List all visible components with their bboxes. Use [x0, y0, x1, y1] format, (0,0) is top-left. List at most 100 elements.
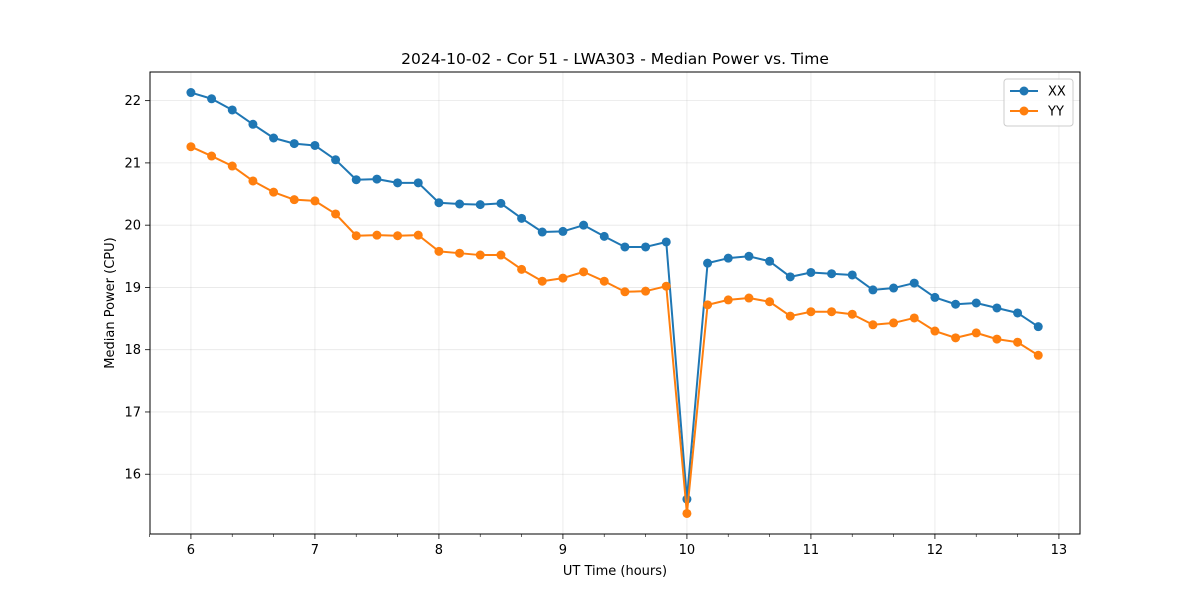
data-point-xx	[579, 220, 589, 230]
y-tick-label: 16	[124, 468, 141, 483]
data-point-yy	[331, 209, 341, 219]
y-tick-label: 22	[124, 94, 141, 109]
legend-label-yy: YY	[1047, 105, 1064, 120]
data-point-yy	[744, 293, 754, 303]
data-point-xx	[889, 283, 899, 293]
data-point-yy	[723, 295, 733, 305]
data-point-xx	[186, 88, 196, 98]
x-tick-label: 13	[1051, 543, 1068, 558]
series	[186, 88, 1043, 518]
y-axis-label: Median Power (CPU)	[103, 237, 118, 368]
data-point-yy	[971, 328, 981, 338]
data-point-xx	[620, 242, 630, 252]
data-point-xx	[765, 256, 775, 266]
data-point-yy	[186, 142, 196, 152]
data-point-yy	[661, 281, 671, 291]
data-point-xx	[992, 303, 1002, 313]
y-tick-label: 20	[124, 219, 141, 234]
data-point-yy	[517, 264, 527, 274]
x-tick-label: 7	[311, 543, 319, 558]
data-point-yy	[599, 276, 609, 286]
data-point-yy	[765, 297, 775, 307]
data-point-xx	[558, 226, 568, 236]
data-point-xx	[455, 199, 465, 209]
data-point-yy	[641, 286, 651, 296]
x-tick-label: 11	[803, 543, 820, 558]
x-tick-label: 12	[927, 543, 944, 558]
y-tick-label: 21	[124, 156, 141, 171]
chart-title: 2024-10-02 - Cor 51 - LWA303 - Median Po…	[401, 50, 829, 68]
data-point-xx	[475, 200, 485, 210]
data-point-xx	[703, 258, 713, 268]
data-point-yy	[703, 300, 713, 310]
x-tick-label: 10	[679, 543, 696, 558]
y-tick-label: 17	[124, 405, 141, 420]
data-point-xx	[372, 174, 382, 184]
data-point-yy	[393, 231, 403, 241]
data-point-yy	[785, 311, 795, 321]
legend-marker-yy	[1019, 106, 1029, 116]
grid	[150, 72, 1080, 534]
data-point-yy	[227, 161, 237, 171]
data-point-xx	[661, 237, 671, 247]
data-point-xx	[413, 178, 423, 188]
data-point-yy	[579, 267, 589, 277]
data-point-yy	[537, 276, 547, 286]
plot-frame	[149, 71, 1081, 535]
data-point-yy	[620, 287, 630, 297]
data-point-yy	[455, 248, 465, 258]
data-point-xx	[847, 270, 857, 280]
data-point-xx	[682, 494, 692, 504]
data-point-xx	[331, 155, 341, 165]
data-point-yy	[847, 309, 857, 319]
data-point-xx	[434, 198, 444, 208]
data-point-yy	[806, 307, 816, 317]
data-point-yy	[868, 320, 878, 330]
data-point-xx	[744, 251, 754, 261]
x-tick-label: 9	[559, 543, 567, 558]
data-point-yy	[310, 196, 320, 206]
data-point-yy	[248, 176, 258, 186]
data-point-yy	[558, 273, 568, 283]
data-point-xx	[517, 213, 527, 223]
x-axis-label: UT Time (hours)	[563, 564, 667, 579]
data-point-xx	[393, 178, 403, 188]
data-point-xx	[537, 227, 547, 237]
data-point-yy	[992, 334, 1002, 344]
data-point-xx	[1013, 308, 1023, 318]
data-point-yy	[207, 151, 217, 161]
data-point-xx	[1033, 322, 1043, 332]
data-point-yy	[475, 250, 485, 260]
data-point-xx	[806, 267, 816, 277]
data-point-xx	[909, 278, 919, 288]
legend: XX YY	[1003, 78, 1074, 127]
data-point-yy	[930, 326, 940, 336]
data-point-xx	[207, 94, 217, 104]
data-point-yy	[351, 231, 361, 241]
legend-marker-xx	[1019, 86, 1029, 96]
y-tick-label: 19	[124, 281, 141, 296]
data-point-yy	[269, 187, 279, 197]
data-point-xx	[227, 105, 237, 115]
x-tick-label: 6	[187, 543, 195, 558]
data-point-yy	[289, 195, 299, 205]
data-point-yy	[827, 307, 837, 317]
data-point-yy	[1033, 350, 1043, 360]
data-point-yy	[951, 333, 961, 343]
data-point-xx	[641, 242, 651, 252]
data-point-xx	[310, 140, 320, 150]
data-point-yy	[413, 230, 423, 240]
data-point-xx	[723, 253, 733, 263]
axes: 6 7 8 9 10 11 12 13 16 17 18 19 20 21 22	[124, 94, 1067, 558]
data-point-xx	[496, 198, 506, 208]
data-point-xx	[868, 285, 878, 295]
data-point-yy	[372, 230, 382, 240]
data-point-xx	[248, 119, 258, 129]
data-point-yy	[434, 246, 444, 256]
data-point-xx	[951, 299, 961, 309]
data-point-xx	[827, 269, 837, 279]
data-point-xx	[971, 298, 981, 308]
data-point-xx	[785, 272, 795, 282]
